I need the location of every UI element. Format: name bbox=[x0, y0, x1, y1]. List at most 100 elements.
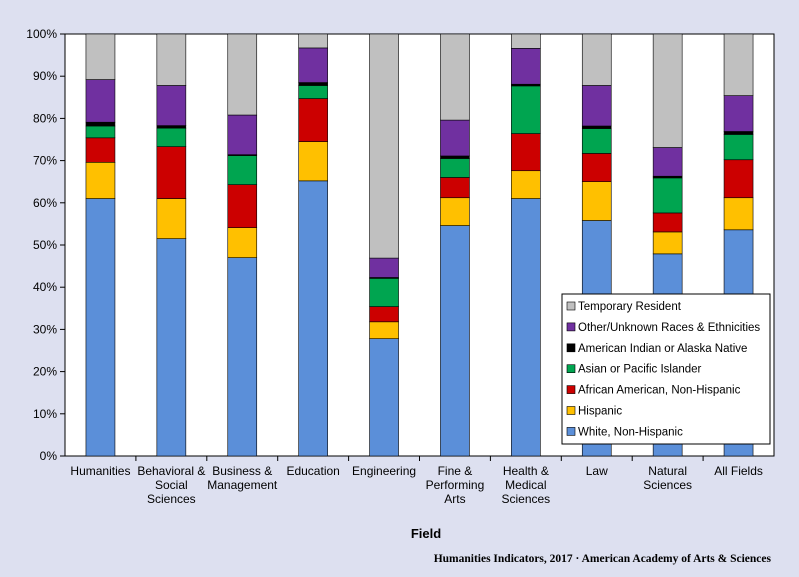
legend-box bbox=[561, 293, 771, 445]
bar-segment bbox=[652, 212, 683, 233]
bar-segment bbox=[85, 198, 116, 457]
legend-entry: Other/Unknown Races & Ethnicities bbox=[578, 322, 760, 334]
bar-segment bbox=[298, 180, 328, 457]
bar-segment bbox=[227, 257, 258, 457]
bar-segment bbox=[156, 33, 187, 86]
bar-segment bbox=[85, 79, 116, 123]
bar-segment bbox=[369, 321, 399, 339]
legend-entry: Temporary Resident bbox=[578, 301, 682, 313]
bar-segment bbox=[85, 137, 116, 163]
y-tick-label: 100% bbox=[26, 27, 57, 41]
bar-segment bbox=[581, 85, 612, 127]
bar-segment bbox=[652, 177, 683, 214]
bar-segment bbox=[511, 133, 541, 172]
x-tick-label: Engineering bbox=[352, 464, 416, 478]
y-tick-label: 50% bbox=[33, 238, 57, 252]
bar-segment bbox=[369, 33, 399, 259]
bar-segment bbox=[723, 159, 754, 199]
bar-segment bbox=[85, 121, 116, 127]
bar-segment bbox=[227, 227, 258, 258]
bar-segment bbox=[369, 338, 399, 457]
x-tick-label: Behavioral & Social Sciences bbox=[137, 464, 205, 506]
bar-segment bbox=[156, 198, 187, 239]
bar-segment bbox=[298, 98, 328, 142]
y-tick-label: 0% bbox=[40, 449, 58, 463]
bar-segment bbox=[652, 231, 683, 255]
bar-segment bbox=[369, 306, 399, 323]
bar-segment bbox=[723, 134, 754, 161]
bar-segment bbox=[723, 33, 754, 96]
legend-entry: American Indian or Alaska Native bbox=[578, 343, 747, 355]
bar-segment bbox=[440, 33, 470, 121]
legend-swatch bbox=[566, 406, 576, 415]
bar-segment bbox=[723, 197, 754, 231]
bar-segment bbox=[227, 155, 258, 185]
bar-segment bbox=[298, 47, 328, 83]
y-tick-label: 70% bbox=[33, 154, 57, 168]
bar-segment bbox=[581, 181, 612, 221]
bar-segment bbox=[298, 141, 328, 182]
y-tick-label: 40% bbox=[33, 280, 57, 294]
bar-segment bbox=[156, 146, 187, 199]
bar-segment bbox=[440, 119, 470, 157]
bar-segment bbox=[440, 155, 470, 159]
legend-entry: Hispanic bbox=[578, 406, 622, 418]
legend: Temporary Resident Other/Unknown Races & … bbox=[561, 293, 771, 445]
bar-segment bbox=[652, 147, 683, 177]
legend-swatch bbox=[566, 301, 576, 311]
bar-segment bbox=[511, 48, 541, 85]
bar-segment bbox=[85, 33, 116, 80]
legend-swatch bbox=[566, 364, 576, 374]
bar-segment bbox=[369, 257, 399, 278]
bar-segment bbox=[581, 153, 612, 182]
x-tick-label: Education bbox=[286, 464, 339, 478]
x-axis-title: Field bbox=[411, 526, 441, 541]
y-tick-label: 20% bbox=[33, 365, 57, 379]
bar-segment bbox=[440, 158, 470, 178]
legend-swatch bbox=[566, 343, 576, 353]
bar-segment bbox=[581, 128, 612, 154]
y-tick-label: 60% bbox=[33, 196, 57, 210]
bar-segment bbox=[85, 125, 116, 139]
bar-segment bbox=[440, 177, 470, 199]
legend-entry: African American, Non-Hispanic bbox=[578, 385, 741, 397]
legend-swatch bbox=[566, 322, 576, 332]
bar-segment bbox=[156, 125, 187, 129]
x-tick-label: Health & Medical Sciences bbox=[501, 464, 550, 506]
legend-entry: White, Non-Hispanic bbox=[578, 426, 683, 438]
y-tick-label: 10% bbox=[33, 407, 57, 421]
x-tick-label: Law bbox=[586, 464, 608, 478]
x-tick-label: Business & Management bbox=[207, 464, 278, 492]
bar-segment bbox=[298, 82, 328, 86]
bar-segment bbox=[156, 238, 187, 457]
bar-segment bbox=[156, 127, 187, 147]
bar-segment bbox=[652, 33, 683, 148]
legend-swatch bbox=[566, 427, 576, 436]
bar-segment bbox=[723, 95, 754, 132]
x-axis: Humanities Behavioral & Social SciencesBusi… bbox=[70, 464, 762, 506]
bars bbox=[85, 33, 754, 461]
bar-segment bbox=[298, 33, 328, 49]
legend-swatch bbox=[566, 385, 576, 394]
x-tick-label: Fine & Performing Arts bbox=[426, 464, 485, 506]
y-axis: 0% 10% 20% 30% 40% 50% 60% 70% 80% 90% 100% bbox=[26, 27, 65, 463]
bar-segment bbox=[227, 33, 258, 116]
bar-segment bbox=[369, 278, 399, 307]
x-tick-label: Humanities bbox=[70, 464, 130, 478]
y-tick-label: 30% bbox=[33, 322, 57, 336]
bar-segment bbox=[298, 85, 328, 99]
source-credit: Humanities Indicators, 2017 · American A… bbox=[433, 553, 771, 565]
bar-segment bbox=[723, 131, 754, 135]
x-tick-label: All Fields bbox=[714, 464, 763, 478]
bar-segment bbox=[511, 33, 541, 49]
bar-segment bbox=[581, 33, 612, 86]
x-tick-label: Natural Sciences bbox=[643, 464, 692, 492]
bar-segment bbox=[511, 170, 541, 199]
bar-segment bbox=[156, 85, 187, 126]
bar-segment bbox=[440, 197, 470, 226]
bar-segment bbox=[85, 161, 116, 199]
bar-segment bbox=[511, 198, 541, 457]
bar-segment bbox=[581, 125, 612, 129]
y-tick-label: 80% bbox=[33, 111, 57, 125]
